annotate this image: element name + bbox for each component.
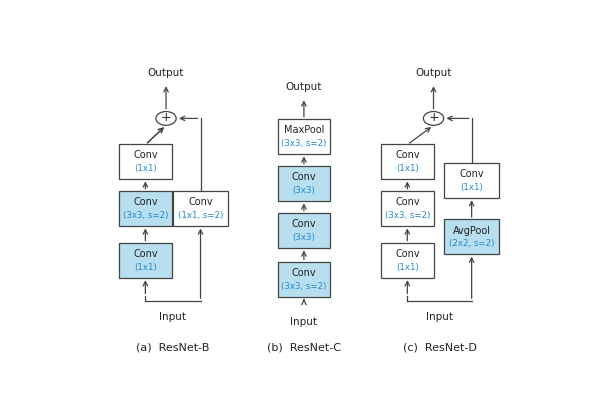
Text: Conv: Conv — [133, 249, 158, 259]
FancyBboxPatch shape — [444, 219, 499, 254]
Text: Conv: Conv — [292, 268, 316, 278]
Text: Conv: Conv — [395, 249, 420, 259]
Text: (3x3, s=2): (3x3, s=2) — [281, 139, 327, 148]
FancyBboxPatch shape — [119, 191, 171, 226]
Text: (1x1): (1x1) — [134, 164, 157, 173]
FancyBboxPatch shape — [278, 166, 330, 201]
Text: (3x3, s=2): (3x3, s=2) — [385, 211, 430, 220]
FancyBboxPatch shape — [173, 191, 228, 226]
FancyBboxPatch shape — [119, 144, 171, 179]
Circle shape — [156, 112, 176, 125]
Text: (a)  ResNet-B: (a) ResNet-B — [136, 343, 209, 353]
Text: AvgPool: AvgPool — [452, 225, 490, 236]
Text: Conv: Conv — [133, 151, 158, 160]
FancyBboxPatch shape — [278, 262, 330, 297]
Text: (1x1): (1x1) — [460, 183, 483, 192]
Text: +: + — [161, 111, 171, 124]
Text: (3x3): (3x3) — [292, 233, 315, 242]
Text: (3x3, s=2): (3x3, s=2) — [281, 282, 327, 291]
Text: (2x2, s=2): (2x2, s=2) — [449, 239, 495, 248]
Text: Output: Output — [286, 82, 322, 92]
Text: Input: Input — [160, 312, 186, 322]
Text: MaxPool: MaxPool — [283, 125, 324, 135]
Text: Conv: Conv — [395, 151, 420, 160]
Text: Conv: Conv — [292, 172, 316, 182]
FancyBboxPatch shape — [381, 191, 433, 226]
Text: (c)  ResNet-D: (c) ResNet-D — [403, 343, 476, 353]
Text: (1x1): (1x1) — [396, 164, 419, 173]
Text: Input: Input — [291, 317, 317, 327]
Text: (3x3): (3x3) — [292, 186, 315, 195]
Text: (1x1, s=2): (1x1, s=2) — [178, 211, 223, 220]
Text: Conv: Conv — [460, 169, 484, 179]
Text: Input: Input — [426, 312, 453, 322]
Text: Conv: Conv — [292, 219, 316, 229]
Text: Conv: Conv — [133, 197, 158, 208]
Text: (1x1): (1x1) — [134, 263, 157, 272]
FancyBboxPatch shape — [381, 243, 433, 278]
Text: Output: Output — [415, 68, 452, 78]
Text: (3x3, s=2): (3x3, s=2) — [123, 211, 168, 220]
FancyBboxPatch shape — [381, 144, 433, 179]
FancyBboxPatch shape — [278, 213, 330, 248]
Text: (b)  ResNet-C: (b) ResNet-C — [267, 343, 341, 353]
Text: Conv: Conv — [188, 197, 213, 208]
Text: Output: Output — [148, 68, 184, 78]
FancyBboxPatch shape — [119, 243, 171, 278]
Text: Conv: Conv — [395, 197, 420, 208]
Text: (1x1): (1x1) — [396, 263, 419, 272]
FancyBboxPatch shape — [444, 163, 499, 198]
FancyBboxPatch shape — [278, 119, 330, 154]
Circle shape — [423, 112, 444, 125]
Text: +: + — [428, 111, 439, 124]
